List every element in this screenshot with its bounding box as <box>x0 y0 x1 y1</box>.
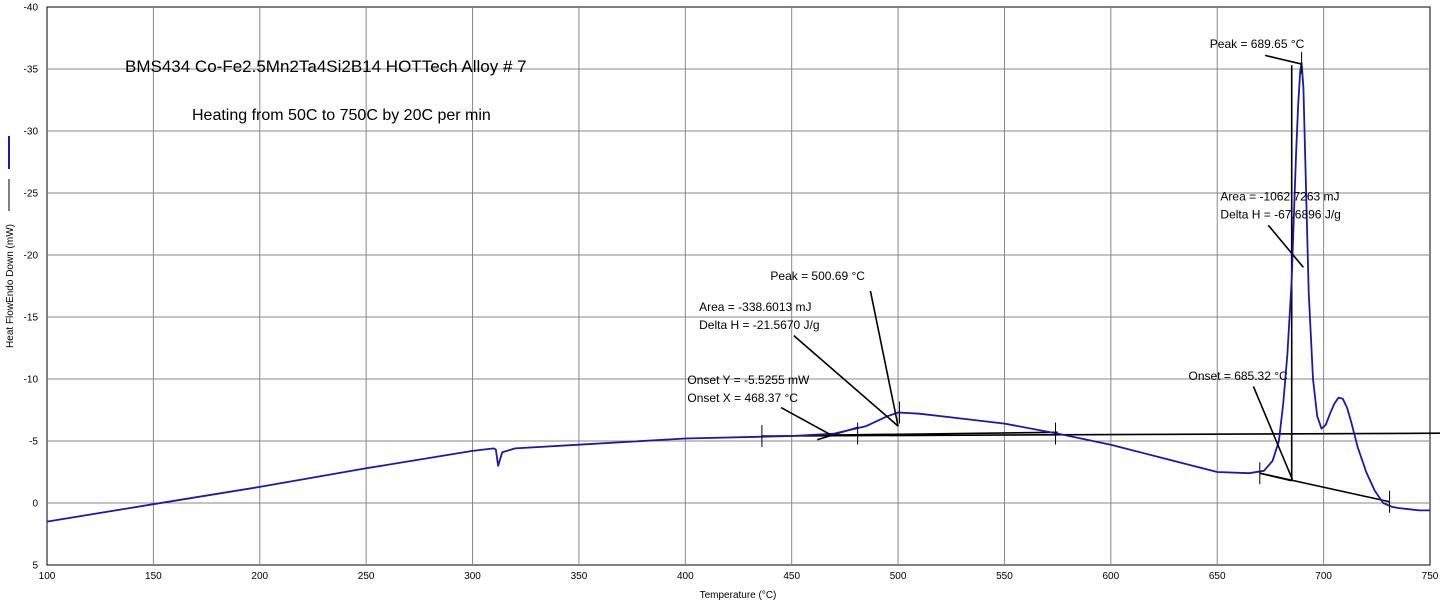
x-tick-label: 200 <box>251 571 268 582</box>
annotation: Onset = 685.32 °C <box>1189 369 1294 480</box>
y-tick-label: -30 <box>24 127 39 138</box>
annotation-pointer <box>780 406 832 436</box>
annotation-text: Onset = 685.32 °C <box>1189 369 1289 383</box>
x-tick-label: 600 <box>1103 571 1120 582</box>
chart-subtitle: Heating from 50C to 750C by 20C per min <box>192 107 491 124</box>
y-axis-title: Heat FlowEndo Down (mW) <box>5 224 16 348</box>
baseline-line <box>802 431 1058 437</box>
x-tick-label: 100 <box>39 571 56 582</box>
x-tick-label: 350 <box>571 571 588 582</box>
y-tick-label: -20 <box>24 251 39 262</box>
y-tick-label: -35 <box>24 65 39 76</box>
annotation-text: Peak = 689.65 °C <box>1210 37 1305 51</box>
x-tick-label: 450 <box>783 571 800 582</box>
x-tick-label: 500 <box>890 571 907 582</box>
baseline-line <box>1259 472 1292 482</box>
annotation: Area = -338.6013 mJ Delta H = -21.5670 J/… <box>699 300 899 427</box>
y-tick-label: -25 <box>24 189 39 200</box>
annotation-text: Area = -338.6013 mJ <box>699 300 811 314</box>
annotation-text: Delta H = -21.5670 J/g <box>699 318 819 332</box>
y-tick-label: -15 <box>24 313 39 324</box>
x-tick-label: 300 <box>464 571 481 582</box>
annotations: Peak = 689.65 °C Area = -1062.7263 mJ Delt… <box>687 37 1341 480</box>
annotation: Onset Y = -5.5255 mW Onset X = 468.37 °C <box>687 373 832 436</box>
annotation-pointer <box>869 290 899 427</box>
annotation-pointer <box>1267 224 1305 268</box>
x-tick-label: 700 <box>1315 571 1332 582</box>
tick-labels: 100 150 200 250 300 350 400 450 500 550 600 650 700 7… <box>24 3 1439 583</box>
annotation: Peak = 689.65 °C <box>1210 37 1305 65</box>
grid-lines <box>47 7 1430 565</box>
analysis-tick-marks <box>761 51 1391 513</box>
annotation-text: Peak = 500.69 °C <box>770 269 865 283</box>
annotation-text: Area = -1062.7263 mJ <box>1220 189 1339 203</box>
annotation-pointer <box>1252 386 1294 480</box>
plot-area-background <box>46 6 1431 566</box>
baseline-line <box>761 432 1440 437</box>
x-tick-label: 150 <box>145 571 162 582</box>
y-tick-label: -5 <box>29 437 38 448</box>
x-axis-title: Temperature (°C) <box>700 590 777 601</box>
annotation: Peak = 500.69 °C <box>770 269 899 427</box>
y-tick-label: 5 <box>32 561 38 572</box>
y-tick-label: 0 <box>32 499 38 510</box>
annotation-text: Onset X = 468.37 °C <box>687 391 798 405</box>
annotation-text: Onset Y = -5.5255 mW <box>687 373 810 387</box>
series-layer <box>46 61 1430 523</box>
annotation-pointer <box>1264 54 1302 65</box>
heat-flow-series-line <box>46 61 1430 523</box>
annotation-pointer <box>793 334 899 427</box>
annotation-text: Delta H = -67.6896 J/g <box>1220 207 1340 221</box>
annotation: Area = -1062.7263 mJ Delta H = -67.6896 J… <box>1220 189 1341 268</box>
y-tick-label: -40 <box>24 3 39 14</box>
x-tick-label: 650 <box>1209 571 1226 582</box>
chart-title: BMS434 Co-Fe2.5Mn2Ta4Si2B14 HOTTech Allo… <box>125 57 527 76</box>
x-tick-label: 400 <box>677 571 694 582</box>
x-tick-label: 550 <box>996 571 1013 582</box>
x-tick-label: 750 <box>1422 571 1439 582</box>
x-tick-label: 250 <box>358 571 375 582</box>
y-tick-label: -10 <box>24 375 39 386</box>
